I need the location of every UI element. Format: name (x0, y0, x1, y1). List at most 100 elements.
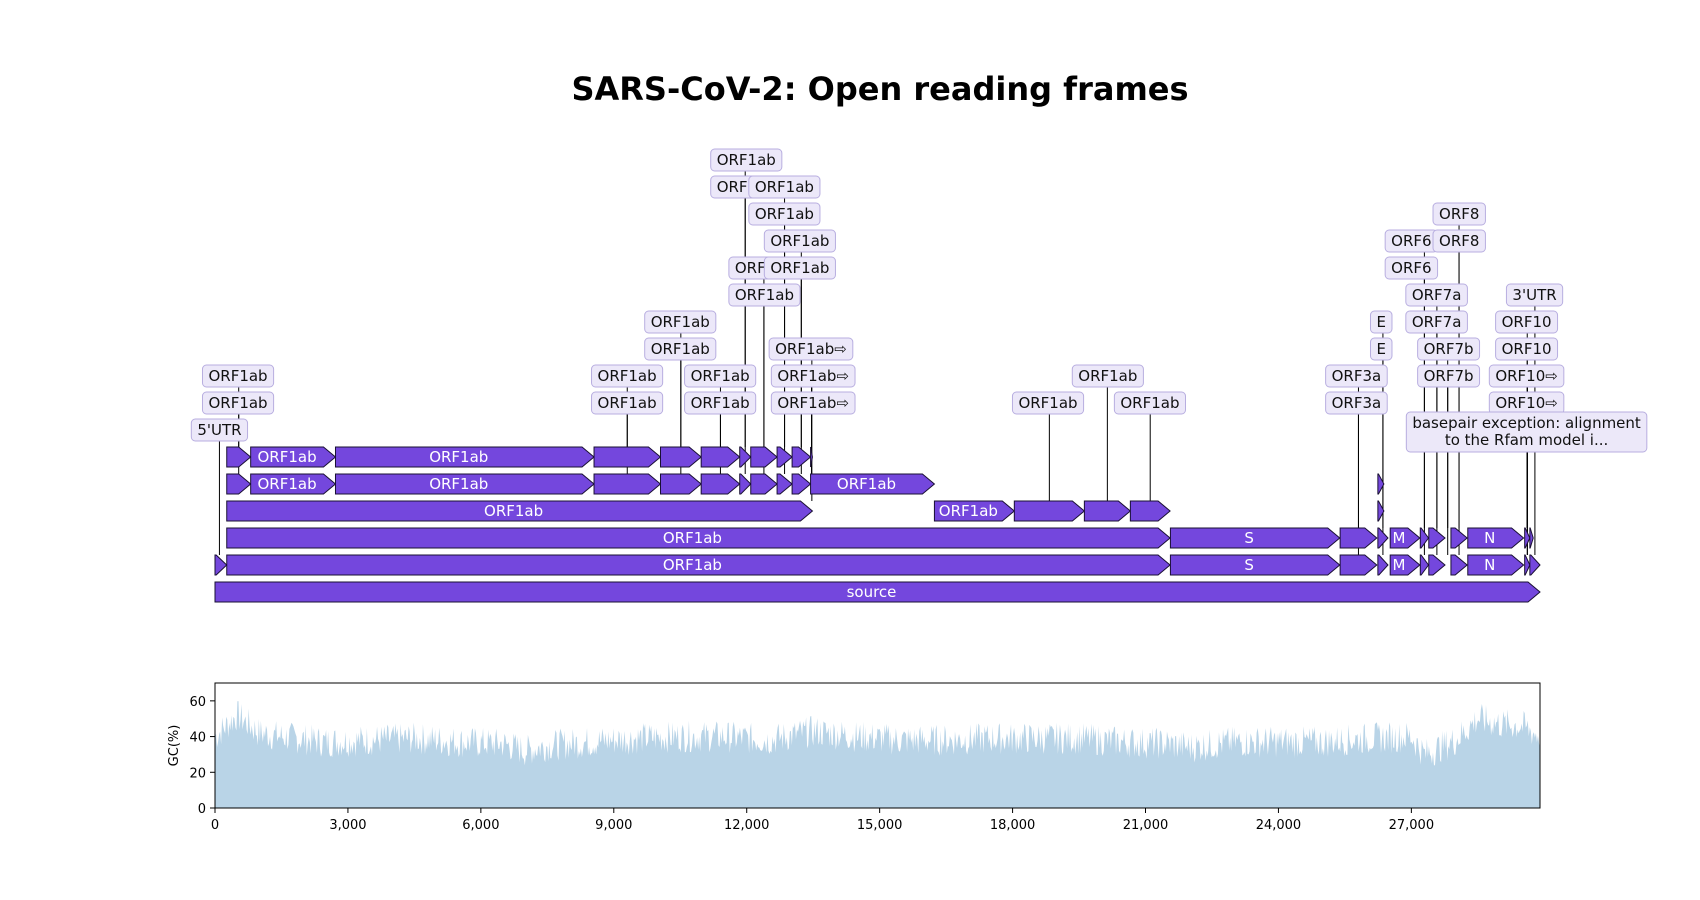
feature-label-1: ORF1ab (201, 391, 275, 415)
x-tick-label: 12,000 (724, 818, 770, 833)
label-box (768, 337, 854, 361)
feature-segment-36 (739, 473, 752, 495)
label-box (1325, 391, 1388, 415)
feature-segment-33 (593, 473, 662, 495)
feature-arrow (810, 446, 813, 468)
label-text: to the Rfam model i... (1445, 431, 1608, 449)
feature-arrow (1524, 554, 1531, 576)
label-box (201, 364, 275, 388)
feature-arrow (1467, 554, 1525, 576)
label-box (748, 202, 821, 226)
label-text: ORF8 (1439, 205, 1479, 223)
gc-plot-frame (214, 682, 1541, 809)
feature-segment-29 (1377, 500, 1385, 522)
label-box (1405, 310, 1468, 334)
feature-label-9: ORF1ab (728, 283, 801, 307)
feature-track: source ORF1ab S M N ORF1ab S M N ORF1ab ORF1ab ORF1… (214, 446, 1541, 603)
feature-arrow (1450, 527, 1468, 549)
feature-label-37: ORF10 (1495, 310, 1559, 334)
label-box (763, 256, 836, 280)
feature-name: ORF1ab (939, 502, 998, 520)
feature-arrow (250, 473, 337, 495)
feature-arrow (593, 446, 662, 468)
feature-segment-11 (1524, 554, 1531, 576)
label-box (728, 283, 801, 307)
feature-arrow (1529, 527, 1534, 549)
feature-orf1ab-31: ORF1ab (250, 473, 337, 495)
feature-label-39: ORF10⇨ (1488, 364, 1565, 388)
feature-segment-7 (1419, 554, 1430, 576)
feature-arrow (1339, 554, 1378, 576)
feature-segment-46 (659, 446, 702, 468)
label-text: ORF1ab (208, 394, 267, 412)
feature-segment-19 (1428, 527, 1446, 549)
feature-name: ORF1ab (837, 475, 896, 493)
feature-arrow (1339, 527, 1378, 549)
label-box (190, 418, 249, 442)
gc-plot: 0 20 40 60 0 3,000 6,000 9,000 12,000 15,000 18,0… (167, 682, 1541, 833)
label-box (591, 364, 664, 388)
feature-arrow (1377, 473, 1385, 495)
feature-segment-9 (1450, 554, 1468, 576)
label-text: ORF3a (1332, 394, 1382, 412)
feature-orf1ab-2: ORF1ab (226, 554, 1171, 576)
feature-segment-50 (776, 446, 793, 468)
feature-arrow (1083, 500, 1132, 522)
feature-m-6: M (1389, 554, 1421, 576)
label-text: ORF1ab (651, 313, 710, 331)
feature-arrow (1389, 527, 1421, 549)
feature-segment-51 (791, 446, 812, 468)
feature-segment-42 (226, 446, 252, 468)
feature-label-31: ORF7b (1417, 364, 1481, 388)
feature-segment-38 (776, 473, 793, 495)
feature-label-2: ORF1ab (201, 364, 275, 388)
label-text: ORF1ab (770, 232, 829, 250)
feature-orf1ab-32: ORF1ab (334, 473, 595, 495)
feature-arrow (791, 446, 812, 468)
label-box (1488, 364, 1565, 388)
x-tick-label: 0 (211, 818, 219, 833)
label-text: E (1376, 340, 1385, 358)
label-box (684, 391, 757, 415)
label-box (201, 391, 275, 415)
feature-segment-47 (700, 446, 741, 468)
x-tick-label: 3,000 (329, 818, 366, 833)
feature-arrow (250, 446, 337, 468)
feature-label-8: ORF1ab (684, 364, 757, 388)
feature-segment-48 (739, 446, 752, 468)
feature-segment-15 (1339, 527, 1378, 549)
feature-arrow (226, 473, 252, 495)
feature-segment-28 (1129, 500, 1171, 522)
label-text: ORF8 (1439, 232, 1479, 250)
label-box (1432, 229, 1486, 253)
feature-segment-4 (1339, 554, 1378, 576)
feature-label-34: ORF8 (1432, 202, 1486, 226)
label-text: ORF1ab (1120, 394, 1179, 412)
label-text: ORF7b (1424, 340, 1474, 358)
label-text: ORF10⇨ (1495, 394, 1558, 412)
feature-label-14: ORF1ab (748, 175, 821, 199)
feature-arrow (226, 527, 1171, 549)
feature-arrow (226, 446, 252, 468)
feature-segment-27 (1083, 500, 1132, 522)
label-text: ORF1ab (770, 259, 829, 277)
x-tick-label: 21,000 (1123, 818, 1169, 833)
label-box (1432, 202, 1486, 226)
feature-label-30: ORF7a (1405, 283, 1468, 307)
feature-arrow (659, 446, 702, 468)
feature-arrow (810, 473, 936, 495)
feature-label-24: ORF3a (1325, 364, 1388, 388)
label-box (770, 364, 856, 388)
feature-label-25: E (1369, 337, 1393, 361)
feature-segment-34 (659, 473, 702, 495)
feature-s-3: S (1169, 554, 1341, 576)
label-text: ORF1ab (735, 286, 794, 304)
feature-arrow (1419, 527, 1430, 549)
label-text: ORF1ab (1078, 367, 1137, 385)
feature-name: source (847, 583, 897, 601)
label-box (770, 391, 856, 415)
feature-segment-49 (750, 446, 778, 468)
feature-label-33: ORF8 (1432, 229, 1486, 253)
